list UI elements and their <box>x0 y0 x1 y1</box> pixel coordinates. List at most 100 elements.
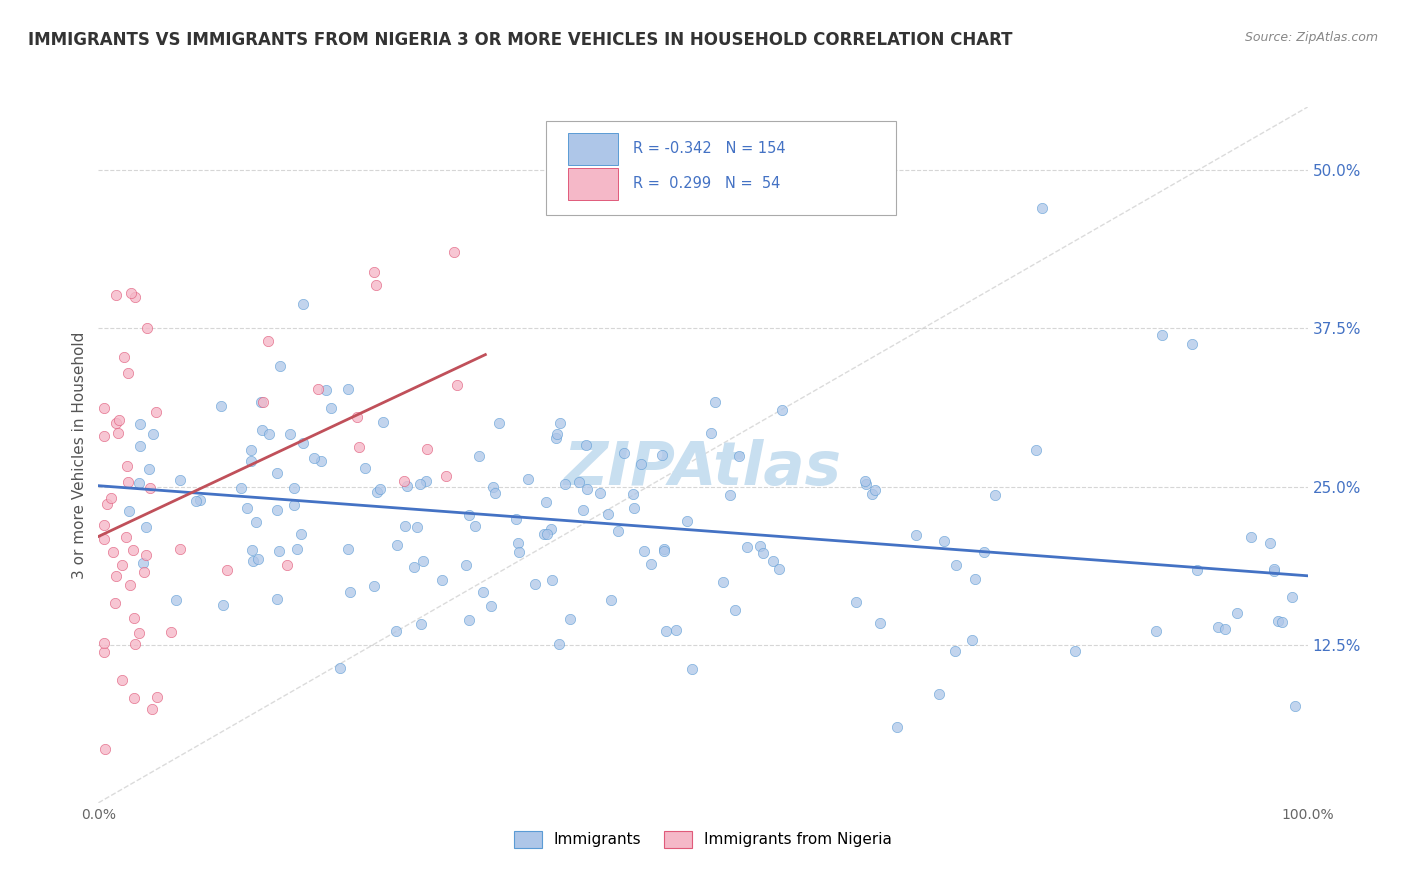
Point <box>124 290 146 304</box>
Point <box>1263 564 1285 578</box>
Point <box>1260 535 1282 549</box>
Point <box>560 612 582 626</box>
Point <box>249 395 271 409</box>
Point <box>103 545 125 559</box>
Point <box>93 645 115 659</box>
Point <box>1185 564 1208 578</box>
Point <box>259 426 281 441</box>
Point <box>100 491 122 505</box>
Point <box>364 277 387 292</box>
Point <box>711 575 734 590</box>
Point <box>446 378 468 392</box>
Point <box>120 286 142 301</box>
Text: Source: ZipAtlas.com: Source: ZipAtlas.com <box>1244 31 1378 45</box>
Point <box>117 475 139 489</box>
Point <box>630 457 652 471</box>
Point <box>508 536 530 550</box>
Point <box>1031 201 1053 215</box>
Point <box>93 401 115 416</box>
Point <box>134 520 156 534</box>
Point <box>762 554 785 568</box>
Point <box>129 417 152 431</box>
Point <box>129 439 152 453</box>
Point <box>943 644 966 658</box>
Point <box>132 566 155 580</box>
Point <box>546 426 568 441</box>
Point <box>363 579 385 593</box>
Point <box>302 450 325 465</box>
Point <box>141 702 163 716</box>
FancyBboxPatch shape <box>568 169 619 201</box>
Point <box>654 624 676 639</box>
Point <box>124 610 146 624</box>
Point <box>120 578 142 592</box>
Point <box>409 616 432 631</box>
Point <box>554 477 576 491</box>
Point <box>94 742 117 756</box>
Point <box>240 442 263 457</box>
Point <box>770 403 793 417</box>
Point <box>534 495 557 509</box>
Point <box>290 527 312 541</box>
Point <box>651 448 673 462</box>
Point <box>93 429 115 443</box>
Point <box>159 624 181 639</box>
Point <box>1281 590 1303 604</box>
Point <box>544 431 567 445</box>
Point <box>621 487 644 501</box>
Point <box>169 542 191 557</box>
Point <box>960 632 983 647</box>
Point <box>1284 698 1306 713</box>
Point <box>291 297 314 311</box>
Point <box>117 366 139 380</box>
Point <box>124 637 146 651</box>
Point <box>505 511 527 525</box>
Point <box>285 542 308 557</box>
Point <box>339 585 361 599</box>
Point <box>329 661 352 675</box>
Point <box>681 662 703 676</box>
Point <box>349 440 371 454</box>
Point <box>1152 327 1174 342</box>
Point <box>229 481 252 495</box>
Legend: Immigrants, Immigrants from Nigeria: Immigrants, Immigrants from Nigeria <box>508 824 898 855</box>
Point <box>886 720 908 734</box>
Point <box>354 461 377 475</box>
Point <box>250 423 273 437</box>
Point <box>548 417 571 431</box>
Point <box>541 574 564 588</box>
Point <box>703 395 725 409</box>
Point <box>963 572 986 586</box>
Point <box>396 479 419 493</box>
Point <box>311 454 333 468</box>
Point <box>242 554 264 568</box>
Point <box>752 546 775 560</box>
Point <box>142 426 165 441</box>
Point <box>104 569 127 583</box>
Point <box>600 592 623 607</box>
Point <box>1267 615 1289 629</box>
Point <box>723 603 745 617</box>
Point <box>107 425 129 440</box>
Point <box>93 636 115 650</box>
Point <box>1064 644 1087 658</box>
Point <box>122 542 145 557</box>
Point <box>1206 620 1229 634</box>
Point <box>337 382 360 396</box>
Text: ZIPAtlas: ZIPAtlas <box>564 440 842 499</box>
Point <box>464 519 486 533</box>
Point <box>748 539 770 553</box>
Point <box>104 288 127 302</box>
Point <box>209 399 232 413</box>
Point <box>115 459 138 474</box>
Point <box>412 554 434 568</box>
Point <box>932 533 955 548</box>
Point <box>1025 443 1047 458</box>
Point <box>246 551 269 566</box>
Point <box>128 476 150 491</box>
Point <box>928 686 950 700</box>
Point <box>188 493 211 508</box>
Point <box>266 591 288 606</box>
Point <box>111 558 134 573</box>
Point <box>863 483 886 498</box>
